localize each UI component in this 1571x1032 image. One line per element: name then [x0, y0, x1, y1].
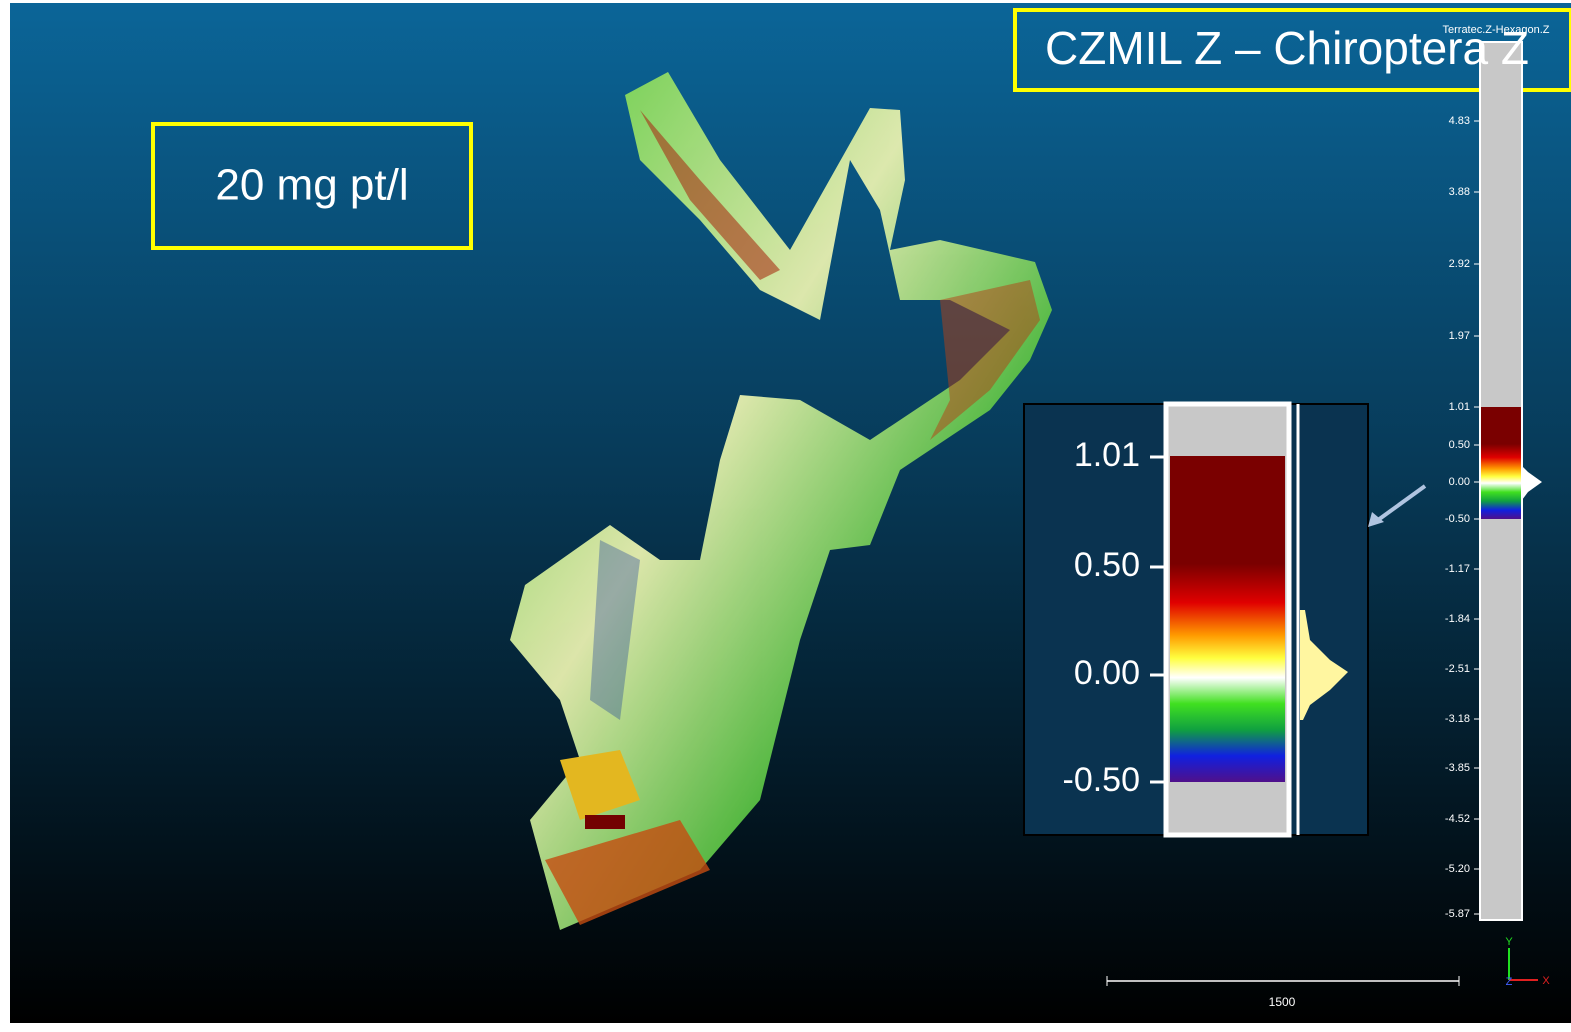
axis-y-label: Y [1505, 936, 1513, 948]
color-scale-tick-label: -5.20 [1445, 863, 1470, 875]
inset-tick-label: 1.01 [1074, 436, 1140, 474]
scale-bar-label: 1500 [1269, 995, 1296, 1009]
comparison-label: CZMIL Z – Chiroptera Z [1045, 22, 1529, 74]
color-scale-tick-label: -2.51 [1445, 663, 1470, 675]
color-scale-tick-label: -1.17 [1445, 563, 1470, 575]
inset-tick-label: -0.50 [1063, 761, 1141, 799]
color-scale-tick-label: 0.50 [1449, 439, 1470, 451]
inset-tick-label: 0.50 [1074, 546, 1140, 584]
color-scale-tick-label: 1.97 [1449, 330, 1470, 342]
color-scale-tick-label: 0.00 [1449, 476, 1470, 488]
viewport: 20 mg pt/l Terratec.Z-Hexagon.Z 4.833.88… [0, 0, 1571, 1027]
color-scale-tick-label: 3.88 [1449, 186, 1470, 198]
concentration-label: 20 mg pt/l [215, 161, 408, 210]
axis-z-label: Z [1506, 976, 1513, 988]
inset-color-range [1170, 456, 1285, 782]
inset-tick-label: 0.00 [1074, 654, 1140, 692]
color-scale-tick-label: -5.87 [1445, 908, 1470, 920]
color-scale-tick-label: 1.01 [1449, 401, 1470, 413]
color-scale-tick-label: -0.50 [1445, 513, 1470, 525]
color-scale-tick-label: -3.18 [1445, 713, 1470, 725]
color-scale-tick-label: -3.85 [1445, 762, 1470, 774]
axis-x-label: X [1542, 975, 1550, 987]
color-scale-tick-label: -4.52 [1445, 813, 1470, 825]
color-scale-tick-label: -1.84 [1445, 613, 1470, 625]
point-cloud-patch [585, 815, 625, 829]
color-scale-tick-label: 2.92 [1449, 258, 1470, 270]
color-scale-range [1481, 407, 1521, 519]
color-scale-tick-label: 4.83 [1449, 115, 1470, 127]
